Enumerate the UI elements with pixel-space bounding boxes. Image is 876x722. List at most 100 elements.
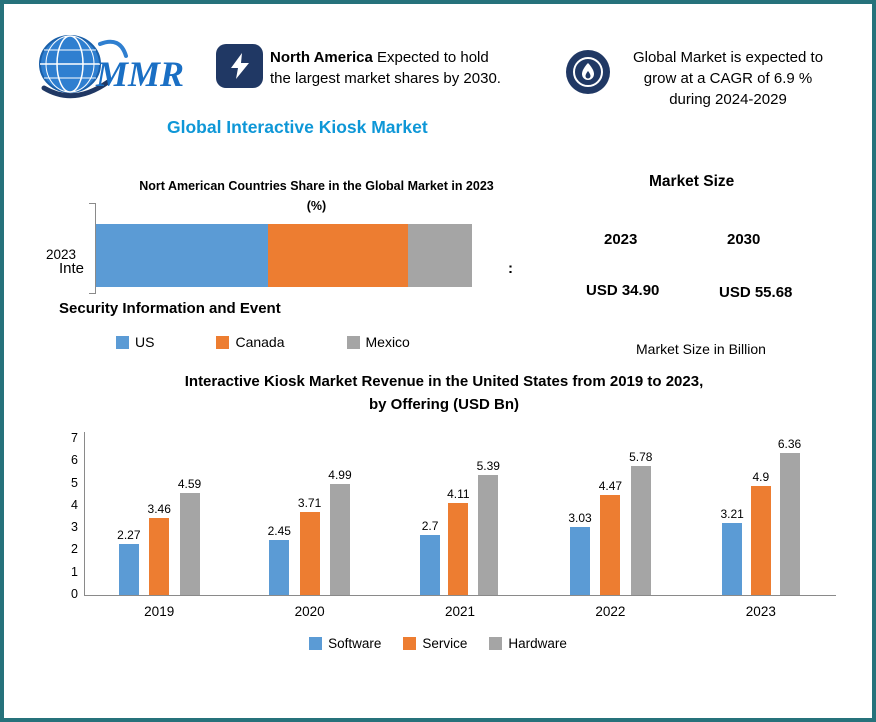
legend-swatch-icon	[309, 637, 323, 650]
legend-swatch-icon	[346, 335, 360, 349]
bar-value-label: 3.71	[297, 496, 322, 511]
mmr-logo: MMR	[30, 26, 198, 110]
globe-icon: MMR	[39, 35, 184, 99]
overlay-text-fragment: Inte	[59, 260, 85, 277]
chart1-legend: US Canada Mexico	[116, 334, 410, 350]
market-size-year-2023: 2023	[604, 231, 638, 248]
chart1-category-label: 2023	[46, 247, 77, 262]
flame-icon	[573, 57, 603, 87]
bar-cluster: 3.03 4.47 5.78	[568, 432, 652, 595]
callout2-line2: grow at a CAGR of 6.9 %	[643, 70, 813, 87]
y-tick-label: 3	[71, 520, 78, 535]
chart1-title-line1: Nort American Countries Share in the Glo…	[139, 179, 494, 193]
y-tick-label: 4	[71, 497, 78, 512]
x-axis-label: 2019	[144, 604, 175, 619]
legend-label: Canada	[235, 334, 285, 350]
callout1-line2: the largest market shares by 2030.	[270, 70, 501, 87]
bar-group-2023: 3.21 4.9 6.36 2023	[686, 432, 836, 632]
legend-swatch-icon	[116, 335, 129, 349]
page-title: Global Interactive Kiosk Market	[167, 117, 428, 137]
bar-wrap: 4.47	[599, 479, 622, 595]
y-tick-label: 7	[71, 431, 78, 445]
legend-swatch-icon	[403, 637, 417, 650]
market-size-title: Market Size	[649, 173, 735, 190]
chart2-legend: Software Service Hardware	[4, 636, 872, 651]
stacked-segment-canada	[267, 224, 409, 287]
bar-wrap: 2.27	[117, 528, 141, 595]
x-axis-label: 2022	[595, 604, 626, 619]
bar-wrap: 2.7	[420, 519, 441, 595]
bar-wrap: 2.45	[268, 524, 291, 595]
legend-item-hardware: Hardware	[489, 636, 567, 651]
bar-value-label: 4.47	[598, 479, 623, 494]
y-tick-label: 0	[71, 587, 78, 601]
chart2-title: Interactive Kiosk Market Revenue in the …	[62, 370, 826, 416]
callout-north-america: North America Expected to hold the large…	[270, 47, 538, 89]
stacked-bar	[96, 224, 472, 287]
x-axis-label: 2020	[294, 604, 325, 619]
bar-value-label: 4.11	[447, 487, 470, 502]
bar-cluster: 2.45 3.71 4.99	[268, 432, 352, 595]
legend-label: Software	[328, 636, 382, 651]
bar-service-2020	[299, 512, 320, 595]
bar-wrap: 5.78	[629, 450, 652, 595]
bar-wrap: 6.36	[778, 437, 801, 595]
chart2-yaxis: 0 1 2 3 4 5 6 7	[52, 431, 78, 607]
bar-cluster: 2.7 4.11 5.39	[420, 432, 500, 595]
bar-software-2021	[420, 534, 441, 595]
chart2-y-axis-line	[84, 432, 85, 595]
legend-item-us: US	[116, 334, 154, 350]
bar-wrap: 3.46	[148, 502, 171, 595]
bar-service-2019	[149, 517, 170, 595]
chart1-axis-tick-bottom	[89, 293, 95, 294]
lightning-badge	[216, 44, 263, 88]
bar-group-2021: 2.7 4.11 5.39 2021	[385, 432, 535, 632]
market-size-value-2030: USD 55.68	[719, 284, 793, 301]
bar-service-2023	[750, 485, 771, 595]
lightning-icon	[230, 53, 249, 79]
y-tick-label: 6	[71, 453, 78, 468]
callout1-bold: North America	[270, 49, 373, 66]
bar-value-label: 5.78	[629, 450, 653, 465]
legend-item-software: Software	[309, 636, 381, 651]
bar-hardware-2020	[329, 483, 350, 595]
market-size-year-2030: 2030	[727, 231, 761, 248]
legend-label: Hardware	[508, 636, 567, 651]
bar-software-2020	[269, 540, 290, 595]
bar-value-label: 4.59	[177, 476, 202, 491]
bar-value-label: 4.99	[328, 467, 352, 482]
overlay-text-line2: Security Information and Event	[59, 300, 281, 317]
bar-hardware-2021	[478, 474, 499, 595]
bar-value-label: 3.46	[147, 501, 171, 516]
chart1-title: Nort American Countries Share in the Glo…	[94, 176, 539, 216]
chart1-axis-tick-top	[89, 203, 95, 204]
stacked-segment-us	[96, 224, 268, 287]
x-axis-label: 2023	[745, 604, 776, 619]
bar-value-label: 3.21	[720, 507, 744, 522]
bar-value-label: 5.39	[476, 458, 500, 473]
chart1-y-axis-line	[95, 203, 96, 294]
bar-service-2022	[600, 495, 621, 595]
y-tick-label: 2	[71, 542, 78, 557]
bar-value-label: 4.9	[752, 469, 770, 484]
market-size-value-2023: USD 34.90	[586, 282, 660, 299]
y-tick-label: 5	[71, 475, 78, 490]
bar-cluster: 2.27 3.46 4.59	[117, 432, 201, 595]
bar-cluster: 3.21 4.9 6.36	[720, 432, 801, 595]
x-axis-label: 2021	[444, 604, 476, 619]
bar-value-label: 6.36	[777, 437, 802, 452]
bar-group-2020: 2.45 3.71 4.99 2020	[234, 432, 384, 632]
legend-item-service: Service	[403, 636, 467, 651]
bar-value-label: 2.27	[117, 528, 141, 543]
bar-hardware-2022	[630, 466, 651, 595]
bar-wrap: 4.59	[178, 477, 201, 595]
market-size-note: Market Size in Billion	[636, 341, 766, 357]
callout2-line3: during 2024-2029	[669, 91, 787, 108]
legend-label: US	[135, 334, 155, 350]
bar-service-2021	[448, 503, 469, 595]
bar-hardware-2019	[179, 492, 200, 595]
bar-wrap: 5.39	[477, 459, 500, 595]
chart2-title-line2: by Offering (USD Bn)	[369, 396, 519, 413]
callout-cagr: Global Market is expected to grow at a C…	[616, 47, 840, 110]
